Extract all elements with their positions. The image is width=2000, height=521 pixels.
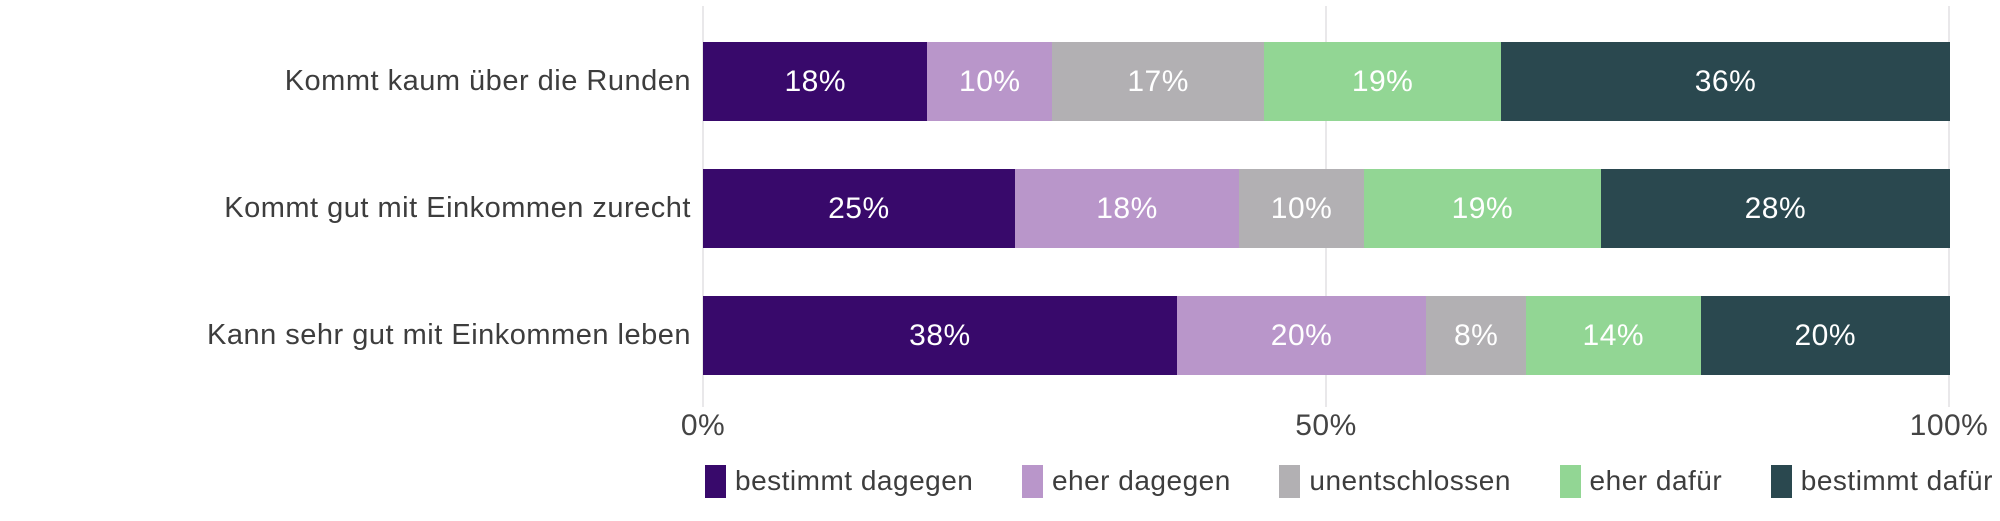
bar-segment: 20% — [1700, 296, 1950, 375]
x-axis-tick-100: 100% — [1909, 409, 1989, 442]
category-label: Kann sehr gut mit Einkommen leben — [207, 319, 691, 351]
bar-segment: 14% — [1526, 296, 1701, 375]
legend-item: bestimmt dagegen — [705, 464, 974, 498]
legend-item: unentschlossen — [1279, 464, 1511, 498]
legend-label: bestimmt dagegen — [735, 465, 974, 496]
bar-segment: 18% — [1014, 169, 1240, 248]
legend-swatch-icon — [1770, 464, 1792, 498]
legend-item: bestimmt dafür — [1770, 464, 1993, 498]
legend-label: bestimmt dafür — [1800, 465, 1993, 496]
legend-label: eher dafür — [1589, 465, 1723, 496]
bar-segment: 25% — [703, 169, 1015, 248]
bar-row: 18% 10% 17% 19% 36% — [703, 42, 1950, 121]
bar-segment: 28% — [1600, 169, 1950, 248]
bar-segment: 20% — [1176, 296, 1427, 375]
x-axis-tick-0: 0% — [680, 409, 726, 442]
legend-item: eher dafür — [1559, 464, 1723, 498]
bar-segment: 17% — [1052, 42, 1265, 121]
bar-segment: 10% — [1239, 169, 1364, 248]
bar-segment: 36% — [1501, 42, 1950, 121]
bar-segment: 10% — [927, 42, 1053, 121]
bar-segment: 18% — [703, 42, 928, 121]
bar-segment: 19% — [1363, 169, 1601, 248]
bar-segment: 19% — [1264, 42, 1502, 121]
legend-label: eher dagegen — [1051, 465, 1231, 496]
bar-row: 25% 18% 10% 19% 28% — [703, 169, 1950, 248]
bar-segment: 8% — [1426, 296, 1526, 375]
x-axis-tick-50: 50% — [1295, 409, 1357, 442]
category-label: Kommt gut mit Einkommen zurecht — [224, 192, 691, 224]
legend-swatch-icon — [1559, 464, 1581, 498]
bar-row: 38% 20% 8% 14% 20% — [703, 296, 1950, 375]
legend-item: eher dagegen — [1021, 464, 1231, 498]
category-label: Kommt kaum über die Runden — [284, 65, 691, 97]
legend-swatch-icon — [1021, 464, 1043, 498]
legend-label: unentschlossen — [1309, 465, 1511, 496]
bar-segment: 38% — [703, 296, 1177, 375]
legend-swatch-icon — [705, 464, 726, 498]
legend-swatch-icon — [1279, 464, 1301, 498]
legend: bestimmt dagegen eher dagegen unentschloss… — [705, 462, 1993, 500]
